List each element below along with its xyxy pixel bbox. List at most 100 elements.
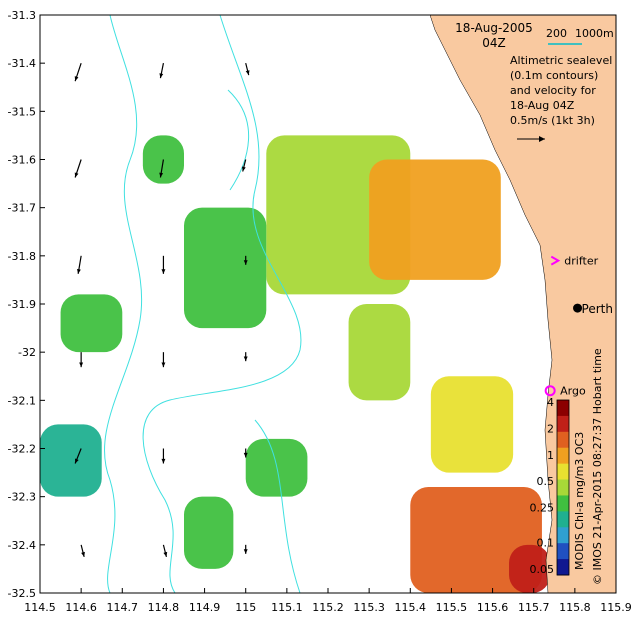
colorbar-swatch: [557, 415, 569, 433]
legend-line-4: 18-Aug 04Z: [510, 99, 575, 112]
chl-patch: [430, 376, 514, 473]
x-tick-label: 114.7: [107, 601, 139, 614]
velocity-arrow-icon: [243, 544, 248, 554]
perth-label: Perth: [582, 302, 613, 316]
credit-stamp: © IMOS 21-Apr-2015 08:27:37 Hobart time: [591, 348, 604, 585]
y-tick-label: -32.5: [8, 587, 36, 600]
colorbar-swatch: [557, 511, 569, 528]
argo-label: Argo: [560, 385, 586, 398]
x-tick-label: 114.8: [148, 601, 180, 614]
x-tick-label: 115.4: [395, 601, 427, 614]
x-tick-label: 115.9: [600, 601, 632, 614]
x-tick-label: 115.7: [518, 601, 550, 614]
velocity-arrow-icon: [243, 448, 248, 458]
legend-line-2: (0.1m contours): [510, 69, 598, 82]
x-tick-label: 115.2: [312, 601, 344, 614]
y-tick-label: -32.4: [8, 539, 36, 552]
x-tick-label: 114.6: [65, 601, 97, 614]
x-tick-label: 114.5: [24, 601, 56, 614]
y-tick-label: -32.1: [8, 394, 36, 407]
colorbar-swatch: [557, 463, 569, 481]
chl-patch: [348, 304, 411, 401]
colorbar-label: 0.5: [537, 475, 555, 488]
legend-line-1: Altimetric sealevel: [510, 54, 612, 67]
sealevel-contours: [104, 14, 302, 594]
y-tick-label: -32: [18, 346, 36, 359]
chl-patch: [40, 424, 102, 497]
y-tick-label: -31.5: [8, 105, 36, 118]
x-axis: 114.5 114.6 114.7 114.8 114.9 115 115.1 115.2 11…: [24, 588, 632, 614]
velocity-arrow-icon: [243, 255, 248, 265]
argo-marker-icon: [544, 385, 556, 397]
colorbar-label: 0.05: [530, 563, 555, 576]
velocity-arrow-icon: [80, 544, 85, 557]
colorbar-label: 2: [547, 422, 554, 435]
velocity-arrow-icon: [159, 63, 165, 79]
colorbar-swatch: [557, 400, 569, 417]
velocity-arrow-icon: [76, 255, 82, 274]
colorbar-swatch: [557, 495, 569, 512]
velocity-arrow-icon: [159, 159, 165, 178]
colorbar-label: 4: [547, 396, 554, 409]
velocity-arrow-icon: [74, 159, 82, 178]
velocity-arrow-icon: [74, 448, 82, 464]
chl-patch: [369, 159, 501, 280]
colorbar-swatch: [557, 447, 569, 465]
x-tick-label: 115.3: [353, 601, 385, 614]
x-tick-label: 115.8: [559, 601, 591, 614]
velocity-arrow-icon: [79, 352, 84, 368]
y-axis: -31.3 -31.4 -31.5 -31.6 -31.7 -31.8 -31.9 -32 -3…: [8, 9, 45, 600]
land-mass: [429, 14, 617, 594]
drifter-marker-icon: [550, 255, 561, 266]
legend-line-3: and velocity for: [510, 84, 596, 97]
colorbar-label: 0.25: [530, 502, 555, 515]
y-tick-label: -32.2: [8, 443, 36, 456]
x-tick-label: 115.5: [436, 601, 468, 614]
chlorophyll-patches: [40, 135, 551, 593]
y-tick-label: -31.3: [8, 9, 36, 22]
chl-patch: [509, 544, 551, 593]
y-tick-label: -32.3: [8, 491, 36, 504]
map-time: 04Z: [482, 36, 506, 50]
velocity-arrow-icon: [243, 352, 248, 362]
velocity-arrow-icon: [161, 255, 166, 274]
colorbar-swatch: [557, 559, 569, 576]
velocity-arrow-icon: [74, 62, 82, 82]
colorbar-label: 0.1: [537, 537, 555, 550]
scale-label-200: 200: [546, 27, 567, 40]
velocity-arrows: [74, 62, 250, 557]
colorbar-label: 1: [547, 449, 554, 462]
product-label: MODIS Chl-a mg/m3 OC3: [573, 432, 586, 570]
velocity-arrow-icon: [245, 63, 250, 76]
colorbar-swatch: [557, 543, 569, 560]
y-tick-label: -31.9: [8, 298, 36, 311]
chl-patch: [184, 496, 234, 569]
x-tick-label: 115.1: [271, 601, 303, 614]
colorbar-swatch: [557, 527, 569, 544]
velocity-arrow-icon: [241, 159, 247, 172]
colorbar: 4 2 1 0.5 0.25 0.1 0.05: [530, 396, 570, 576]
markers: drifter Argo Perth: [544, 255, 613, 398]
y-tick-label: -31.7: [8, 202, 36, 215]
map-date: 18-Aug-2005: [455, 21, 533, 35]
drifter-label: drifter: [564, 255, 598, 268]
x-tick-label: 114.9: [189, 601, 221, 614]
chl-patch: [60, 294, 123, 353]
y-tick-label: -31.4: [8, 57, 36, 70]
scale-label-1000m: 1000m: [575, 27, 614, 40]
y-tick-label: -31.6: [8, 154, 36, 167]
perth-marker-icon: [573, 303, 583, 313]
chl-patch: [184, 207, 267, 329]
velocity-arrow-icon: [162, 544, 168, 557]
legend-arrow-icon: [539, 136, 545, 142]
colorbar-swatch: [557, 479, 569, 496]
legend-line-5: 0.5m/s (1kt 3h): [510, 114, 595, 127]
legend-text: Altimetric sealevel (0.1m contours) and …: [510, 54, 612, 142]
velocity-arrow-icon: [161, 448, 166, 464]
colorbar-swatch: [557, 431, 569, 449]
x-tick-label: 115.6: [477, 601, 509, 614]
x-tick-label: 115: [235, 601, 256, 614]
y-tick-label: -31.8: [8, 250, 36, 263]
velocity-arrow-icon: [161, 352, 166, 368]
